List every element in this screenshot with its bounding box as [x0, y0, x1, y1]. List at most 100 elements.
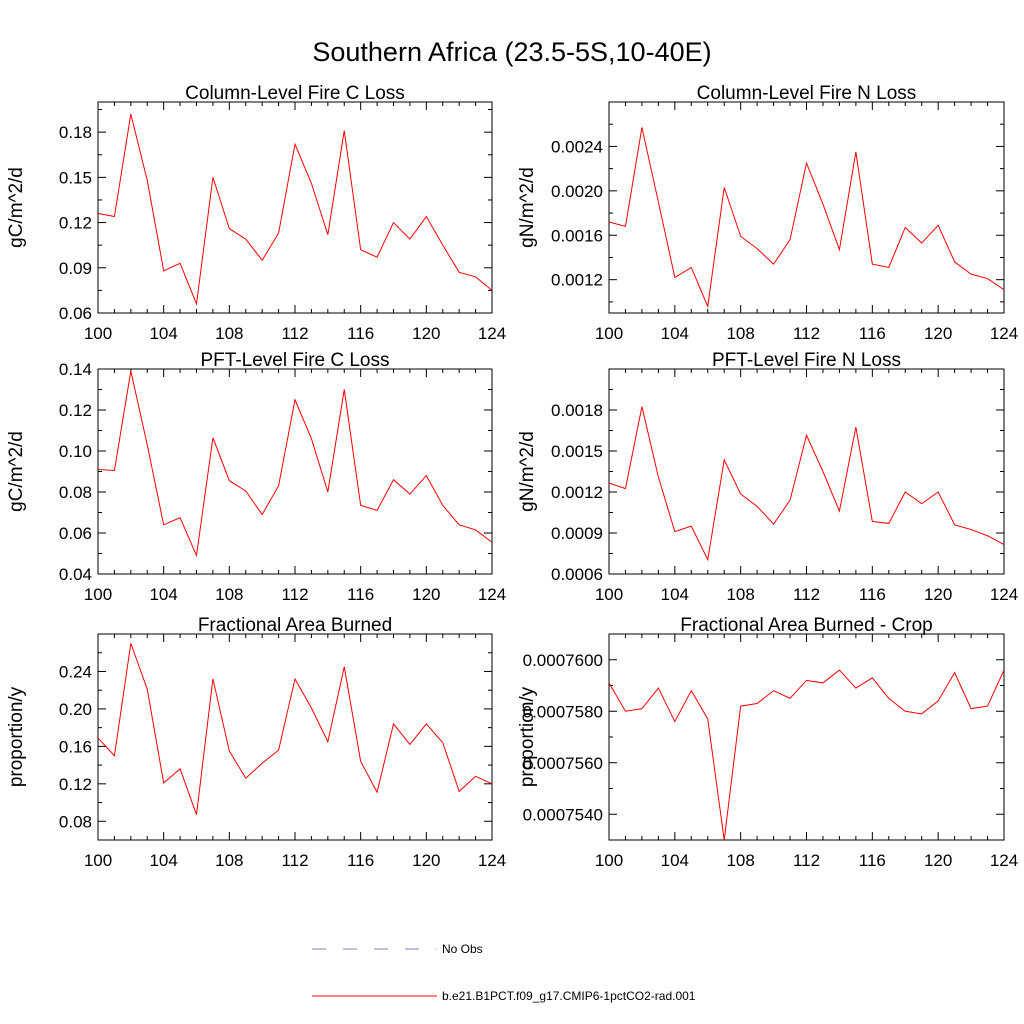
y-tick-label: 0.09	[59, 259, 92, 278]
y-tick-label: 0.04	[59, 565, 92, 584]
y-tick-label: 0.0007560	[523, 754, 603, 773]
legend: No Obs b.e21.B1PCT.f09_g17.CMIP6-1pctCO2-…	[312, 942, 696, 1003]
y-tick-label: 0.18	[59, 123, 92, 142]
x-tick-label: 108	[215, 585, 243, 604]
y-axis-label: gC/m^2/d	[6, 167, 27, 248]
x-tick-label: 116	[347, 851, 374, 870]
y-tick-label: 0.24	[59, 662, 92, 681]
y-tick-label: 0.0016	[551, 226, 603, 245]
y-axis-label: proportion/y	[517, 686, 538, 787]
y-tick-label: 0.16	[59, 737, 92, 756]
x-tick-label: 124	[990, 585, 1018, 604]
x-tick-label: 124	[990, 851, 1018, 870]
x-tick-label: 104	[661, 585, 689, 604]
y-tick-label: 0.0009	[551, 524, 603, 543]
y-tick-label: 0.0007600	[523, 651, 603, 670]
x-tick-label: 100	[595, 324, 623, 343]
x-tick-label: 120	[924, 851, 952, 870]
x-tick-label: 104	[661, 324, 689, 343]
x-tick-label: 100	[84, 851, 112, 870]
y-tick-label: 0.14	[59, 360, 92, 379]
x-tick-label: 104	[149, 851, 177, 870]
y-tick-label: 0.12	[59, 401, 92, 420]
x-tick-label: 124	[478, 851, 506, 870]
plot-frame	[608, 633, 1005, 841]
x-tick-label: 120	[412, 585, 440, 604]
legend-label: No Obs	[442, 942, 483, 956]
x-tick-label: 120	[924, 324, 952, 343]
y-tick-label: 0.0012	[551, 271, 603, 290]
panel-title: Fractional Area Burned	[198, 615, 392, 636]
x-tick-label: 116	[347, 585, 374, 604]
x-tick-label: 104	[149, 585, 177, 604]
series-line	[98, 643, 492, 815]
series-line	[609, 127, 1004, 309]
y-tick-label: 0.06	[59, 524, 92, 543]
x-tick-label: 124	[990, 324, 1018, 343]
x-tick-label: 100	[84, 585, 112, 604]
y-tick-label: 0.0024	[551, 137, 603, 156]
panel-2: Column-Level Fire N Loss gN/m^2/d 100 104 10…	[517, 83, 1018, 343]
y-tick-label: 0.10	[59, 442, 92, 461]
x-tick-label: 112	[281, 324, 308, 343]
y-tick-label: 0.08	[59, 483, 92, 502]
panel-title: Column-Level Fire C Loss	[185, 83, 405, 104]
y-tick-label: 0.20	[59, 700, 92, 719]
x-tick-label: 112	[281, 851, 308, 870]
panel-4: PFT-Level Fire N Loss gN/m^2/d 100 104 108 11…	[517, 350, 1018, 604]
panel-1: Column-Level Fire C Loss gC/m^2/d 100 104 10…	[6, 83, 506, 343]
y-tick-label: 0.06	[59, 304, 92, 323]
y-tick-label: 0.0020	[551, 182, 603, 201]
plot-frame	[97, 101, 493, 314]
x-tick-label: 100	[595, 585, 623, 604]
x-tick-label: 108	[215, 324, 243, 343]
panel-title: Fractional Area Burned - Crop	[680, 615, 932, 636]
x-tick-label: 112	[793, 851, 820, 870]
panel-6: Fractional Area Burned - Crop proportion/…	[517, 615, 1018, 870]
x-tick-label: 112	[281, 585, 308, 604]
figure-title: Southern Africa (23.5-5S,10-40E)	[312, 37, 711, 67]
x-tick-label: 120	[412, 324, 440, 343]
x-tick-label: 104	[661, 851, 689, 870]
panels: Column-Level Fire C Loss gC/m^2/d 100 104 10…	[6, 83, 1018, 870]
y-tick-label: 0.0012	[551, 483, 603, 502]
y-axis-label: gN/m^2/d	[517, 167, 538, 248]
y-tick-label: 0.0015	[551, 442, 603, 461]
x-tick-label: 108	[726, 585, 754, 604]
plot-frame	[97, 633, 493, 841]
x-tick-label: 108	[726, 851, 754, 870]
series-line	[609, 669, 1004, 840]
y-tick-label: 0.0018	[551, 401, 603, 420]
series-line	[609, 406, 1004, 562]
panel-5: Fractional Area Burned proportion/y 100 104…	[6, 615, 506, 870]
x-tick-label: 112	[793, 324, 820, 343]
x-tick-label: 124	[478, 585, 506, 604]
x-tick-label: 108	[215, 851, 243, 870]
x-tick-label: 100	[595, 851, 623, 870]
x-tick-label: 116	[859, 851, 886, 870]
x-tick-label: 108	[726, 324, 754, 343]
y-tick-label: 0.0007580	[523, 702, 603, 721]
y-axis-label: proportion/y	[6, 686, 27, 787]
y-tick-label: 0.08	[59, 812, 92, 831]
y-tick-label: 0.12	[59, 775, 92, 794]
y-tick-label: 0.0007540	[523, 805, 603, 824]
plot-frame	[608, 368, 1005, 575]
panel-3: PFT-Level Fire C Loss gC/m^2/d 100 104 108 11…	[6, 350, 506, 604]
plot-frame	[608, 101, 1005, 314]
x-tick-label: 120	[924, 585, 952, 604]
x-tick-label: 120	[412, 851, 440, 870]
x-tick-label: 112	[793, 585, 820, 604]
y-tick-label: 0.15	[59, 168, 92, 187]
panel-title: PFT-Level Fire C Loss	[201, 350, 390, 371]
legend-label: b.e21.B1PCT.f09_g17.CMIP6-1pctCO2-rad.00…	[442, 989, 696, 1003]
x-tick-label: 100	[84, 324, 112, 343]
panel-title: PFT-Level Fire N Loss	[712, 350, 901, 371]
x-tick-label: 104	[149, 324, 177, 343]
panel-title: Column-Level Fire N Loss	[697, 83, 917, 104]
x-tick-label: 124	[478, 324, 506, 343]
x-tick-label: 116	[347, 324, 374, 343]
series-line	[98, 113, 492, 306]
x-tick-label: 116	[859, 585, 886, 604]
